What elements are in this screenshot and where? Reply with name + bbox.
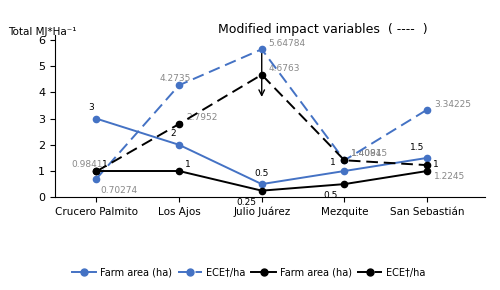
Text: 0.5: 0.5	[323, 191, 338, 200]
Text: 1: 1	[184, 160, 190, 169]
Text: 4.2735: 4.2735	[160, 74, 191, 83]
Text: 1: 1	[102, 160, 108, 169]
Text: 0.70274: 0.70274	[100, 186, 138, 195]
Text: 1.5: 1.5	[410, 143, 424, 152]
Text: 1.2245: 1.2245	[434, 172, 466, 181]
Text: 3: 3	[88, 103, 94, 112]
Text: 0.25: 0.25	[236, 197, 256, 206]
Text: 3.34225: 3.34225	[434, 100, 471, 109]
Text: 1: 1	[432, 160, 438, 169]
Text: 4.6763: 4.6763	[268, 64, 300, 72]
Text: 2: 2	[170, 129, 176, 139]
Text: 1.4091: 1.4091	[352, 149, 383, 158]
Text: 0.9841: 0.9841	[72, 160, 103, 169]
Text: 2.7952: 2.7952	[186, 113, 218, 122]
Text: 1.40845: 1.40845	[352, 149, 389, 158]
Text: 5.64784: 5.64784	[268, 39, 306, 48]
Text: 1: 1	[330, 158, 336, 167]
Text: 0.5: 0.5	[254, 169, 269, 178]
Text: Modified impact variables  ( ----  ): Modified impact variables ( ---- )	[218, 23, 428, 37]
Legend: Farm area (ha), ECE†/ha, Farm area (ha), ECE†/ha: Farm area (ha), ECE†/ha, Farm area (ha),…	[68, 264, 429, 282]
Text: Total MJ*Ha⁻¹: Total MJ*Ha⁻¹	[8, 27, 76, 37]
